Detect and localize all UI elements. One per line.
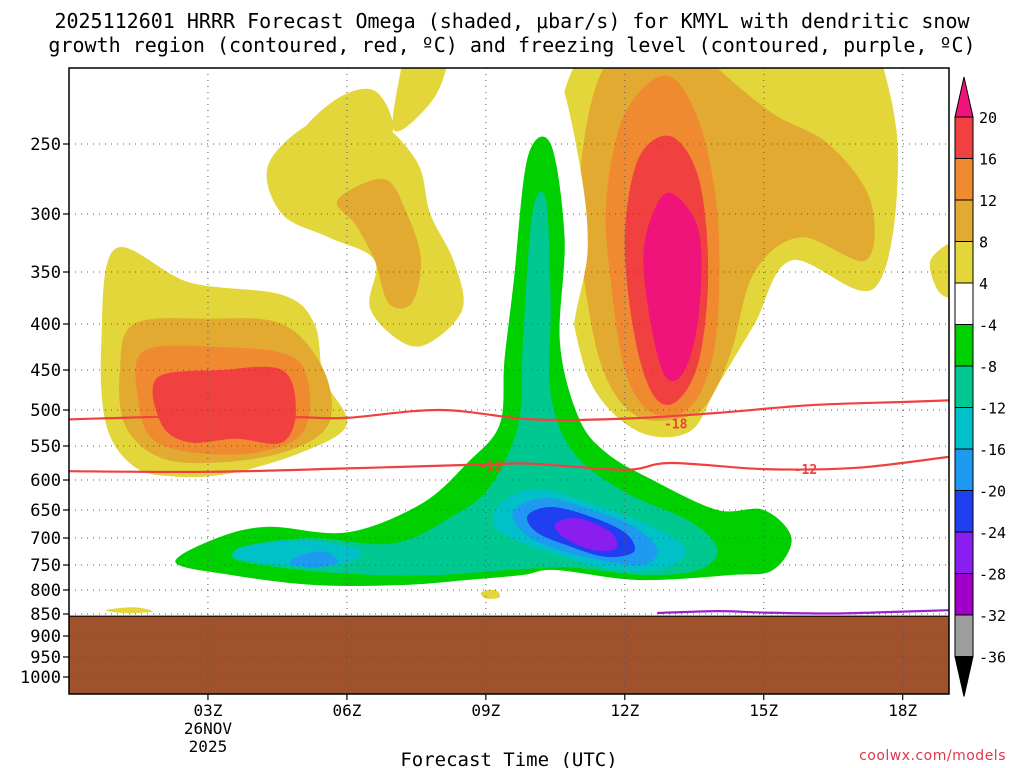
x-date-label-0: 26NOV: [184, 719, 233, 738]
colorbar-swatch-1: [954, 116, 974, 159]
colorbar-swatch-8: [954, 407, 974, 450]
shade-down-12: [231, 191, 718, 576]
y-tick-label-350: 350: [30, 263, 61, 283]
shade-upper-left-8: [336, 178, 422, 309]
omega-shading: [100, 68, 949, 614]
colorbar-label-5: -4: [979, 317, 997, 335]
contour-label-1: -12: [479, 459, 502, 474]
y-tick-label-950: 950: [30, 648, 61, 668]
colorbar-swatch-11: [954, 531, 974, 574]
colorbar-label-0: 20: [979, 109, 997, 127]
shade-speck-1: [105, 607, 153, 614]
colorbar-label-3: 8: [979, 234, 988, 252]
colorbar-swatch-3: [954, 199, 974, 242]
colorbar-arrow-top: [954, 76, 974, 118]
y-tick-label-900: 900: [30, 627, 61, 647]
y-tick-label-300: 300: [30, 205, 61, 225]
contour-label-0: -18: [196, 412, 220, 427]
y-tick-label-550: 550: [30, 437, 61, 457]
shade-down-4-small: [799, 333, 875, 376]
shade-right-20: [643, 192, 702, 382]
colorbar: 20 16 12 8 4 -4 -8 -12 -16 -20 -24 -28 -32 -36: [954, 76, 1006, 697]
x-date-label-1: 2025: [189, 737, 228, 756]
x-tick-label-15Z: 15Z: [749, 701, 778, 720]
colorbar-swatch-9: [954, 448, 974, 491]
shade-down-4-right: [895, 511, 949, 568]
x-tick-label-09Z: 09Z: [471, 701, 500, 720]
colorbar-label-10: -24: [979, 524, 1006, 542]
colorbar-swatch-4: [954, 241, 974, 284]
colorbar-label-1: 16: [979, 151, 997, 169]
colorbar-label-8: -16: [979, 441, 1006, 459]
colorbar-swatch-10: [954, 490, 974, 533]
colorbar-swatch-5: [954, 282, 974, 325]
y-tick-label-600: 600: [30, 471, 61, 491]
shade-left-16: [152, 366, 296, 444]
colorbar-swatch-7: [954, 365, 974, 408]
colorbar-label-12: -32: [979, 607, 1006, 625]
shade-speck-2: [480, 589, 501, 599]
shade-down-20-left: [289, 551, 338, 568]
contour-dgz-top: [69, 399, 949, 422]
chart-title-line-1: 2025112601 HRRR Forecast Omega (shaded, …: [54, 9, 970, 33]
y-tick-label-250: 250: [30, 135, 61, 155]
y-axis: 2503003504004505005506006507007508008509…: [20, 135, 69, 688]
y-tick-label-500: 500: [30, 401, 61, 421]
colorbar-arrow-bottom: [954, 656, 974, 697]
colorbar-label-4: 4: [979, 275, 988, 293]
shade-upper-lobe-4: [300, 88, 394, 165]
contour-label-3: -18: [664, 417, 688, 432]
y-tick-label-450: 450: [30, 361, 61, 381]
y-tick-label-750: 750: [30, 556, 61, 576]
x-tick-label-06Z: 06Z: [332, 701, 361, 720]
chart-title-line-2: growth region (contoured, red, ºC) and f…: [48, 33, 976, 57]
colorbar-label-7: -12: [979, 400, 1006, 418]
ground-fill: [69, 616, 949, 694]
x-tick-label-12Z: 12Z: [610, 701, 639, 720]
y-tick-label-700: 700: [30, 529, 61, 549]
shade-upper-mid-4: [392, 68, 447, 132]
y-tick-label-650: 650: [30, 501, 61, 521]
y-tick-label-850: 850: [30, 605, 61, 625]
contour-dgz-bottom: [69, 455, 949, 474]
colorbar-swatch-6: [954, 324, 974, 367]
ground-layer: [69, 615, 949, 694]
y-tick-label-400: 400: [30, 315, 61, 335]
colorbar-swatch-12: [954, 573, 974, 616]
shade-down-8: [175, 136, 792, 586]
shade-down-28: [554, 518, 618, 552]
colorbar-label-13: -36: [979, 649, 1006, 667]
y-tick-label-1000: 1000: [20, 668, 61, 688]
y-tick-label-800: 800: [30, 581, 61, 601]
contour-freezing-level: [657, 609, 949, 615]
colorbar-label-6: -8: [979, 358, 997, 376]
colorbar-swatch-2: [954, 158, 974, 201]
colorbar-label-2: 12: [979, 192, 997, 210]
contour-lines: -18 -12 -12 -18: [69, 399, 949, 615]
shade-far-right-4: [929, 243, 949, 298]
colorbar-label-11: -28: [979, 566, 1006, 584]
x-axis-title: Forecast Time (UTC): [400, 749, 617, 768]
x-tick-label-03Z: 03Z: [193, 701, 222, 720]
plot-frame: [68, 67, 950, 695]
colorbar-swatch-13: [954, 614, 974, 657]
colorbar-label-9: -20: [979, 483, 1006, 501]
plot-border: [68, 67, 950, 695]
grid-lines: [69, 68, 949, 694]
watermark: coolwx.com/models: [859, 748, 1006, 764]
x-tick-label-18Z: 18Z: [888, 701, 917, 720]
contour-label-2: -12: [794, 463, 817, 478]
